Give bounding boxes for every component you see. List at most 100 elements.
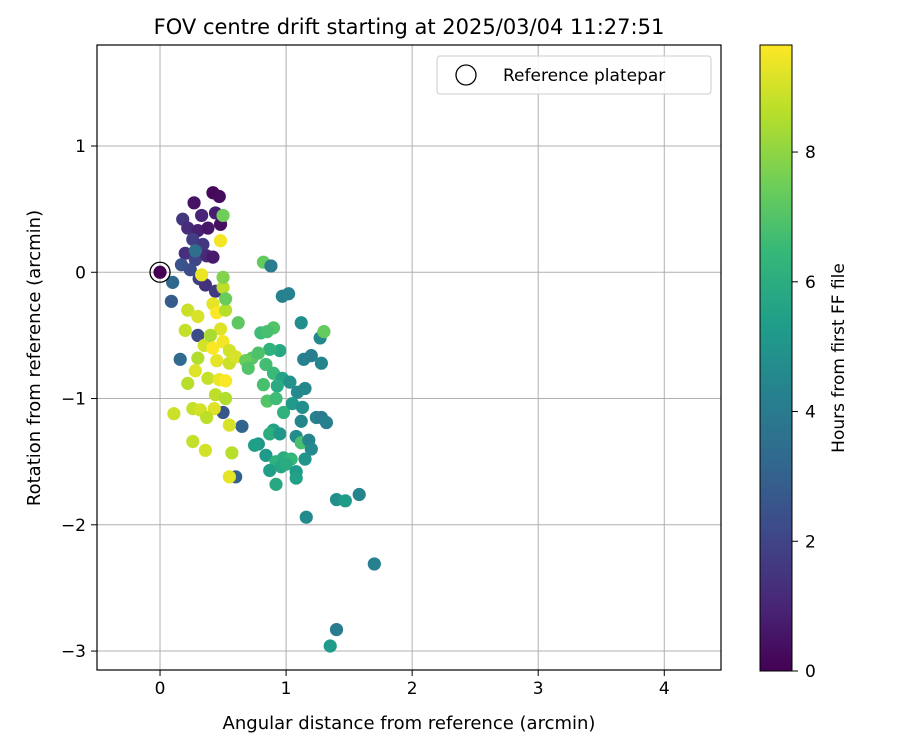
x-axis-label: Angular distance from reference (arcmin) <box>223 713 596 734</box>
data-point <box>235 419 249 433</box>
data-point <box>201 371 215 385</box>
data-point <box>216 270 230 284</box>
data-point <box>181 303 195 317</box>
data-point <box>203 328 218 343</box>
data-point <box>207 402 221 416</box>
data-point <box>317 325 331 339</box>
data-point <box>298 452 312 466</box>
colorbar: 0 2 4 6 8 Hours from first FF file <box>759 44 849 682</box>
data-point <box>256 378 270 392</box>
data-point <box>191 351 205 365</box>
chart-title: FOV centre drift starting at 2025/03/04 … <box>154 15 665 39</box>
data-point <box>181 376 195 390</box>
data-point <box>338 494 352 508</box>
data-point <box>206 250 220 264</box>
data-point <box>216 208 230 223</box>
data-point <box>218 303 233 317</box>
colorbar-tick-label: 2 <box>805 532 816 552</box>
data-point <box>263 427 277 441</box>
colorbar-tick-label: 8 <box>805 143 816 163</box>
legend-box <box>436 55 712 95</box>
data-point <box>270 379 284 393</box>
data-point <box>188 244 202 258</box>
data-point <box>231 316 245 330</box>
data-point <box>188 364 202 378</box>
data-point <box>285 396 299 411</box>
data-point <box>251 346 265 360</box>
data-point <box>195 208 209 223</box>
data-point <box>264 259 278 273</box>
data-point <box>367 557 381 571</box>
data-point <box>269 391 283 406</box>
grid-lines <box>97 45 721 670</box>
data-point <box>186 232 200 247</box>
data-point <box>273 427 287 441</box>
data-point <box>294 316 308 330</box>
data-point <box>299 510 313 524</box>
y-tick-label: 1 <box>75 137 86 157</box>
data-point <box>164 294 178 308</box>
data-points <box>149 186 381 653</box>
data-point <box>329 622 344 637</box>
data-point <box>213 322 228 336</box>
reference-ring <box>149 261 171 283</box>
data-point <box>167 407 181 421</box>
plot-frame <box>96 44 722 671</box>
data-point <box>229 350 243 364</box>
data-point <box>178 323 192 337</box>
x-axis-ticks: 0 1 2 3 4 <box>155 670 670 699</box>
data-point <box>241 361 255 375</box>
data-point <box>294 414 308 428</box>
data-point <box>218 374 233 388</box>
data-point <box>279 457 293 471</box>
x-tick-label: 0 <box>155 679 166 699</box>
y-tick-label: −2 <box>61 516 86 536</box>
data-point <box>198 443 213 457</box>
colorbar-tick-label: 0 <box>805 662 816 682</box>
legend-reference-marker <box>455 64 477 86</box>
data-point <box>216 280 230 295</box>
data-point <box>225 446 239 460</box>
data-point <box>314 356 328 370</box>
x-tick-label: 2 <box>407 679 418 699</box>
data-point <box>282 287 296 301</box>
data-point <box>259 448 273 462</box>
data-point <box>218 292 233 306</box>
colorbar-ticks: 0 2 4 6 8 <box>792 143 816 682</box>
data-point <box>178 246 192 260</box>
y-tick-label: −3 <box>61 642 86 662</box>
data-point <box>295 400 310 414</box>
reference-point <box>153 265 167 279</box>
data-point <box>181 221 195 235</box>
data-point <box>187 196 201 210</box>
colorbar-tick-label: 6 <box>805 273 816 293</box>
data-point <box>213 234 228 248</box>
data-point <box>263 342 277 356</box>
data-point <box>173 352 187 366</box>
data-point <box>208 388 223 402</box>
data-point <box>198 278 213 292</box>
x-tick-label: 4 <box>659 679 670 699</box>
data-point <box>218 391 233 406</box>
y-tick-label: −1 <box>61 390 86 410</box>
data-point <box>304 349 318 363</box>
data-point <box>352 487 366 502</box>
data-point <box>298 381 312 396</box>
x-tick-label: 1 <box>281 679 292 699</box>
data-point <box>319 415 334 430</box>
data-point <box>259 357 273 372</box>
legend-label: Reference platepar <box>503 66 665 86</box>
colorbar-tick-label: 4 <box>805 403 816 423</box>
data-point <box>323 639 337 653</box>
data-point <box>289 471 303 485</box>
data-point <box>260 325 274 339</box>
data-point <box>283 375 297 389</box>
data-point <box>195 268 209 282</box>
data-point <box>166 275 180 289</box>
colorbar-strip <box>759 44 793 672</box>
data-point <box>276 405 291 420</box>
data-point <box>186 434 200 449</box>
data-point <box>191 309 205 324</box>
data-point <box>263 463 277 478</box>
